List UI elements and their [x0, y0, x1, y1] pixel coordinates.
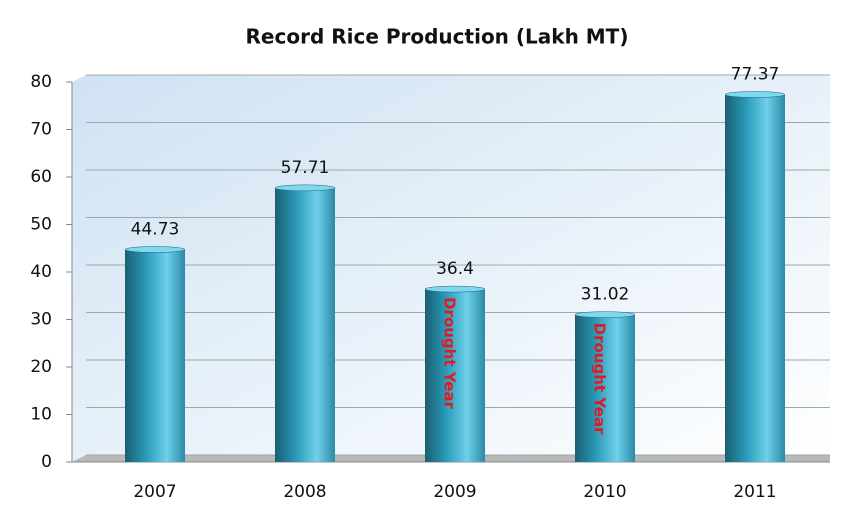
bar-top — [724, 91, 786, 98]
plot-wall — [72, 75, 830, 462]
y-tick-label: 40 — [30, 262, 52, 282]
y-tick-label: 70 — [30, 120, 52, 140]
chart-title: Record Rice Production (Lakh MT) — [246, 25, 629, 49]
bar-top — [424, 285, 486, 293]
y-tick-label: 0 — [41, 452, 52, 472]
bar — [125, 249, 185, 462]
bar — [425, 289, 485, 462]
bar-top — [574, 311, 636, 318]
x-tick-label: 2007 — [133, 482, 176, 502]
bar — [725, 94, 785, 463]
bar — [575, 314, 635, 462]
y-tick-label: 20 — [30, 357, 52, 377]
bar-annotation: Drought Year — [441, 297, 459, 409]
y-tick-label: 80 — [30, 72, 52, 92]
bar-top — [274, 184, 336, 192]
marks: 2007 44.73 2008 57.71 2009 36.4 Drought Year 20… — [124, 64, 786, 502]
y-tick-label: 30 — [30, 310, 52, 330]
bar-top — [124, 246, 186, 253]
bar — [275, 187, 335, 462]
x-tick-label: 2010 — [583, 482, 626, 502]
data-label: 77.37 — [731, 64, 780, 84]
x-tick-label: 2009 — [433, 482, 476, 502]
data-label: 44.73 — [131, 220, 180, 240]
y-tick-label: 60 — [30, 167, 52, 187]
data-label: 31.02 — [581, 285, 630, 305]
x-tick-label: 2008 — [283, 482, 326, 502]
bar-annotation: Drought Year — [591, 323, 609, 435]
y-tick-label: 10 — [30, 405, 52, 425]
data-label: 57.71 — [281, 158, 330, 178]
y-tick-label: 50 — [30, 215, 52, 235]
data-label: 36.4 — [436, 259, 474, 279]
x-tick-label: 2011 — [733, 482, 776, 502]
